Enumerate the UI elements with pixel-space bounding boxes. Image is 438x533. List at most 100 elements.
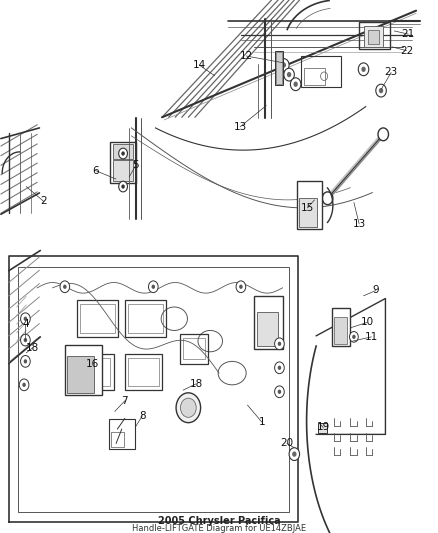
Bar xyxy=(113,160,133,181)
Bar xyxy=(109,419,135,449)
Bar xyxy=(77,300,118,337)
Circle shape xyxy=(176,393,201,423)
Circle shape xyxy=(278,366,281,370)
Bar xyxy=(301,56,341,87)
Circle shape xyxy=(239,285,243,289)
Text: 5: 5 xyxy=(132,160,139,170)
Circle shape xyxy=(350,332,358,342)
Circle shape xyxy=(148,281,158,293)
Text: 23: 23 xyxy=(385,68,398,77)
Text: 1: 1 xyxy=(258,417,265,427)
Circle shape xyxy=(378,128,389,141)
Circle shape xyxy=(289,448,300,461)
Circle shape xyxy=(376,84,386,97)
Circle shape xyxy=(275,338,284,350)
Circle shape xyxy=(279,59,289,71)
Text: 9: 9 xyxy=(372,286,379,295)
Bar xyxy=(368,30,379,44)
Circle shape xyxy=(119,148,127,159)
Text: 12: 12 xyxy=(240,51,253,61)
Circle shape xyxy=(278,390,281,394)
Circle shape xyxy=(358,63,369,76)
Text: Handle-LIFTGATE Diagram for UE14ZBJAE: Handle-LIFTGATE Diagram for UE14ZBJAE xyxy=(132,524,306,533)
Circle shape xyxy=(282,62,286,68)
Bar xyxy=(18,266,289,512)
Circle shape xyxy=(21,313,30,325)
Bar xyxy=(334,317,347,344)
Circle shape xyxy=(278,342,281,346)
Text: 2005 Chrysler Pacifica: 2005 Chrysler Pacifica xyxy=(158,516,280,526)
Text: 21: 21 xyxy=(402,29,415,39)
Circle shape xyxy=(22,383,26,387)
Text: 18: 18 xyxy=(26,343,39,352)
Circle shape xyxy=(119,181,127,192)
Circle shape xyxy=(290,78,301,91)
Circle shape xyxy=(152,285,155,289)
Circle shape xyxy=(121,184,125,189)
Text: 18: 18 xyxy=(190,379,203,389)
Circle shape xyxy=(352,335,356,339)
Text: 4: 4 xyxy=(22,319,29,329)
Circle shape xyxy=(24,338,27,342)
Circle shape xyxy=(284,68,294,81)
Bar xyxy=(125,300,166,337)
Circle shape xyxy=(322,192,333,205)
Text: 8: 8 xyxy=(139,411,146,421)
Bar xyxy=(275,51,283,85)
Bar xyxy=(113,144,133,159)
Text: 10: 10 xyxy=(360,318,374,327)
Bar xyxy=(257,312,278,346)
Circle shape xyxy=(60,281,70,293)
Circle shape xyxy=(275,386,284,398)
Text: 20: 20 xyxy=(280,439,293,448)
Circle shape xyxy=(19,379,29,391)
Bar xyxy=(125,354,162,390)
Circle shape xyxy=(379,88,383,93)
Bar xyxy=(254,296,283,349)
Circle shape xyxy=(121,151,125,156)
Circle shape xyxy=(293,82,298,87)
Bar xyxy=(77,354,114,390)
Bar xyxy=(65,345,102,395)
Circle shape xyxy=(236,281,246,293)
Circle shape xyxy=(180,398,196,417)
Text: 19: 19 xyxy=(317,423,330,432)
Bar xyxy=(111,432,124,447)
Text: 7: 7 xyxy=(121,396,128,406)
Bar xyxy=(299,198,317,227)
Bar xyxy=(128,304,163,333)
Text: 13: 13 xyxy=(353,219,366,229)
Bar xyxy=(80,304,115,333)
Bar xyxy=(304,68,325,85)
Text: 2: 2 xyxy=(40,197,47,206)
Circle shape xyxy=(21,356,30,367)
Bar xyxy=(128,358,159,386)
Circle shape xyxy=(361,67,366,72)
Text: 6: 6 xyxy=(92,166,99,175)
Circle shape xyxy=(287,72,291,77)
Bar xyxy=(318,423,327,433)
Circle shape xyxy=(68,377,79,390)
Bar xyxy=(67,356,94,393)
Circle shape xyxy=(275,362,284,374)
Circle shape xyxy=(71,381,76,386)
Bar xyxy=(364,26,383,47)
Bar xyxy=(110,142,136,183)
Text: 15: 15 xyxy=(301,203,314,213)
Circle shape xyxy=(63,285,67,289)
Bar xyxy=(80,358,110,386)
Bar xyxy=(332,308,350,346)
Bar xyxy=(180,334,208,364)
Circle shape xyxy=(292,451,297,457)
Text: 13: 13 xyxy=(233,122,247,132)
Text: 14: 14 xyxy=(193,60,206,70)
Text: 16: 16 xyxy=(85,359,99,368)
Text: 11: 11 xyxy=(365,332,378,342)
Bar xyxy=(297,181,322,229)
Text: 22: 22 xyxy=(400,46,413,55)
Bar xyxy=(276,52,282,84)
Circle shape xyxy=(21,334,30,346)
Circle shape xyxy=(24,317,27,321)
Circle shape xyxy=(24,359,27,364)
Bar xyxy=(359,22,390,49)
